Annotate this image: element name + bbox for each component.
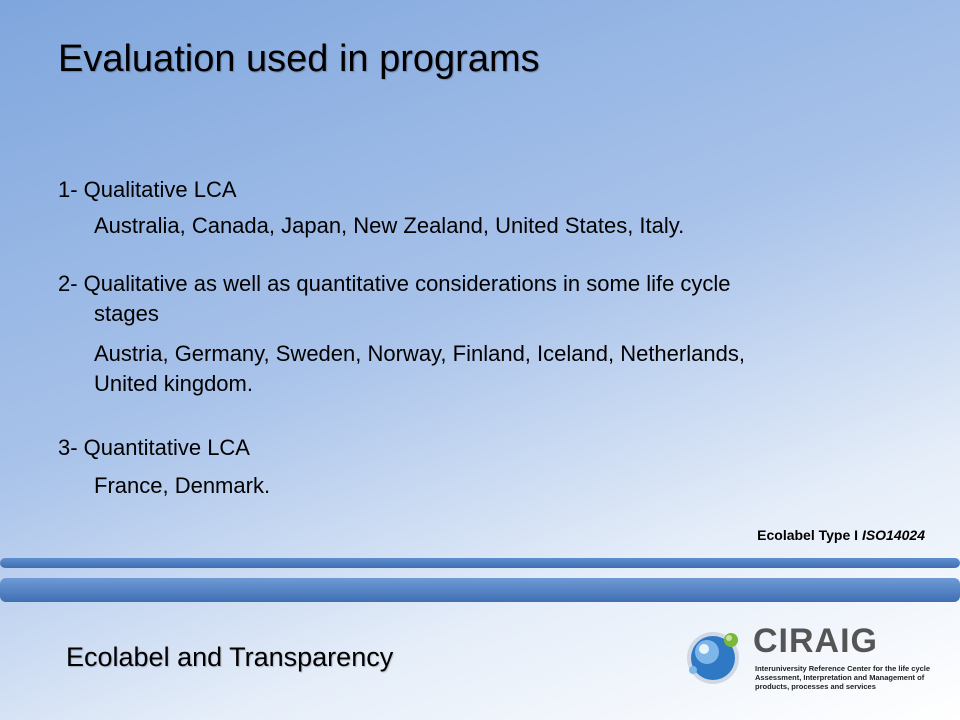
ciraig-logo: CIRAIG Interuniversity Reference Center … (683, 620, 943, 700)
item-3-detail: France, Denmark. (94, 473, 271, 498)
ecolabel-note: Ecolabel Type I ISO14024 (757, 527, 925, 543)
item-2-heading-line2: stages (94, 301, 159, 326)
slide-title: Evaluation used in programs (58, 38, 540, 80)
divider-bar-thick (0, 578, 960, 602)
item-2-detail-line2: United kingdom. (94, 371, 253, 396)
ciraig-globe-icon (687, 632, 739, 684)
slide-content: 1- Qualitative LCA Australia, Canada, Ja… (58, 175, 918, 501)
item-2-heading-line1: 2- Qualitative as well as quantitative c… (58, 271, 731, 296)
footer-title: Ecolabel and Transparency (66, 642, 394, 672)
item-2-detail-line1: Austria, Germany, Sweden, Norway, Finlan… (94, 341, 745, 366)
ecolabel-type-text: Ecolabel Type I (757, 527, 862, 543)
ecolabel-iso-text: ISO14024 (861, 527, 925, 543)
item-1-heading: 1- Qualitative LCA (58, 177, 237, 202)
logo-subtitle: Interuniversity Reference Center for the… (755, 664, 931, 691)
divider-bar-thin (0, 558, 960, 568)
item-1-detail: Australia, Canada, Japan, New Zealand, U… (94, 213, 685, 238)
item-3-heading: 3- Quantitative LCA (58, 435, 250, 460)
logo-name: CIRAIG (753, 622, 878, 660)
